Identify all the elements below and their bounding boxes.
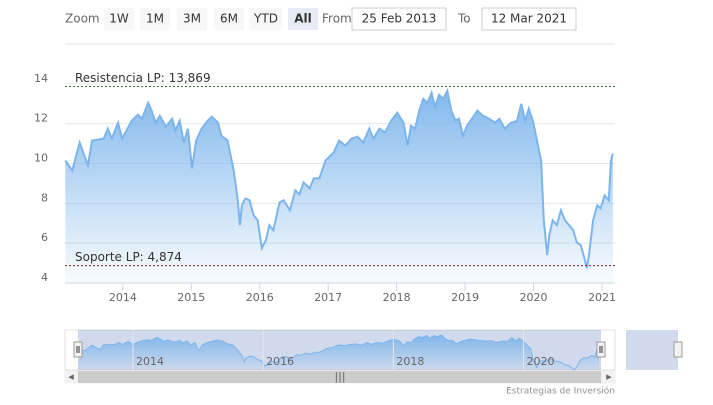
- x-tick-label: 2018: [383, 291, 411, 304]
- zoom-button-label[interactable]: 3M: [183, 12, 201, 26]
- navigator-handle[interactable]: [596, 341, 606, 358]
- navigator-line: [78, 334, 600, 371]
- navigator-handle[interactable]: [73, 341, 83, 358]
- zoom-button-label[interactable]: All: [294, 12, 312, 26]
- zoom-button[interactable]: [250, 8, 282, 30]
- x-tick-label: 2021: [588, 291, 616, 304]
- zoom-button[interactable]: [214, 8, 244, 30]
- credits: Estrategias de Inversión: [506, 386, 615, 397]
- y-tick-label: 12: [34, 112, 48, 125]
- y-tick-label: 14: [34, 72, 48, 85]
- scrollbar-thumb[interactable]: [78, 371, 601, 383]
- x-tick-label: 2020: [520, 291, 548, 304]
- scroll-left-arrow[interactable]: ◂: [68, 370, 74, 383]
- navigator-tick-label: 2016: [266, 355, 294, 368]
- zoom-button[interactable]: [177, 8, 207, 30]
- x-tick-label: 2019: [451, 291, 479, 304]
- navigator-tick-label: 2014: [136, 355, 164, 368]
- zoom-button[interactable]: [288, 8, 318, 30]
- zoom-label: Zoom: [65, 12, 100, 26]
- x-tick-label: 2014: [109, 291, 137, 304]
- from-input[interactable]: [351, 7, 447, 31]
- navigator-tick-label: 2018: [396, 355, 424, 368]
- from-date[interactable]: 25 Feb 2013: [362, 12, 437, 26]
- annotation-label: Soporte LP: 4,874: [75, 250, 182, 264]
- zoom-button[interactable]: [140, 8, 170, 30]
- to-date[interactable]: 12 Mar 2021: [491, 12, 567, 26]
- annotation-label: Resistencia LP: 13,869: [75, 71, 211, 85]
- zoom-button-label[interactable]: 1W: [109, 12, 129, 26]
- scroll-grip[interactable]: |||: [334, 370, 345, 383]
- zoom-button[interactable]: [104, 8, 134, 30]
- y-tick-label: 10: [34, 152, 48, 165]
- y-tick-label: 6: [41, 231, 48, 244]
- x-tick-label: 2016: [246, 291, 274, 304]
- navigator-extra: [626, 330, 678, 370]
- y-tick-label: 8: [41, 191, 48, 204]
- zoom-button-label[interactable]: 1M: [146, 12, 164, 26]
- from-label: From: [322, 12, 352, 26]
- navigator-handle[interactable]: [673, 341, 683, 358]
- zoom-button-label[interactable]: YTD: [253, 12, 278, 26]
- scroll-right-arrow[interactable]: ▸: [606, 370, 612, 383]
- zoom-button-label[interactable]: 6M: [220, 12, 238, 26]
- series-line: [64, 87, 614, 269]
- to-input[interactable]: [481, 7, 577, 31]
- to-label: To: [457, 12, 471, 26]
- x-tick-label: 2015: [177, 291, 205, 304]
- navigator-tick-label: 2020: [527, 355, 555, 368]
- series-area: [65, 90, 613, 283]
- x-tick-label: 2017: [314, 291, 342, 304]
- navigator-area: [78, 335, 600, 370]
- y-tick-label: 4: [41, 271, 48, 284]
